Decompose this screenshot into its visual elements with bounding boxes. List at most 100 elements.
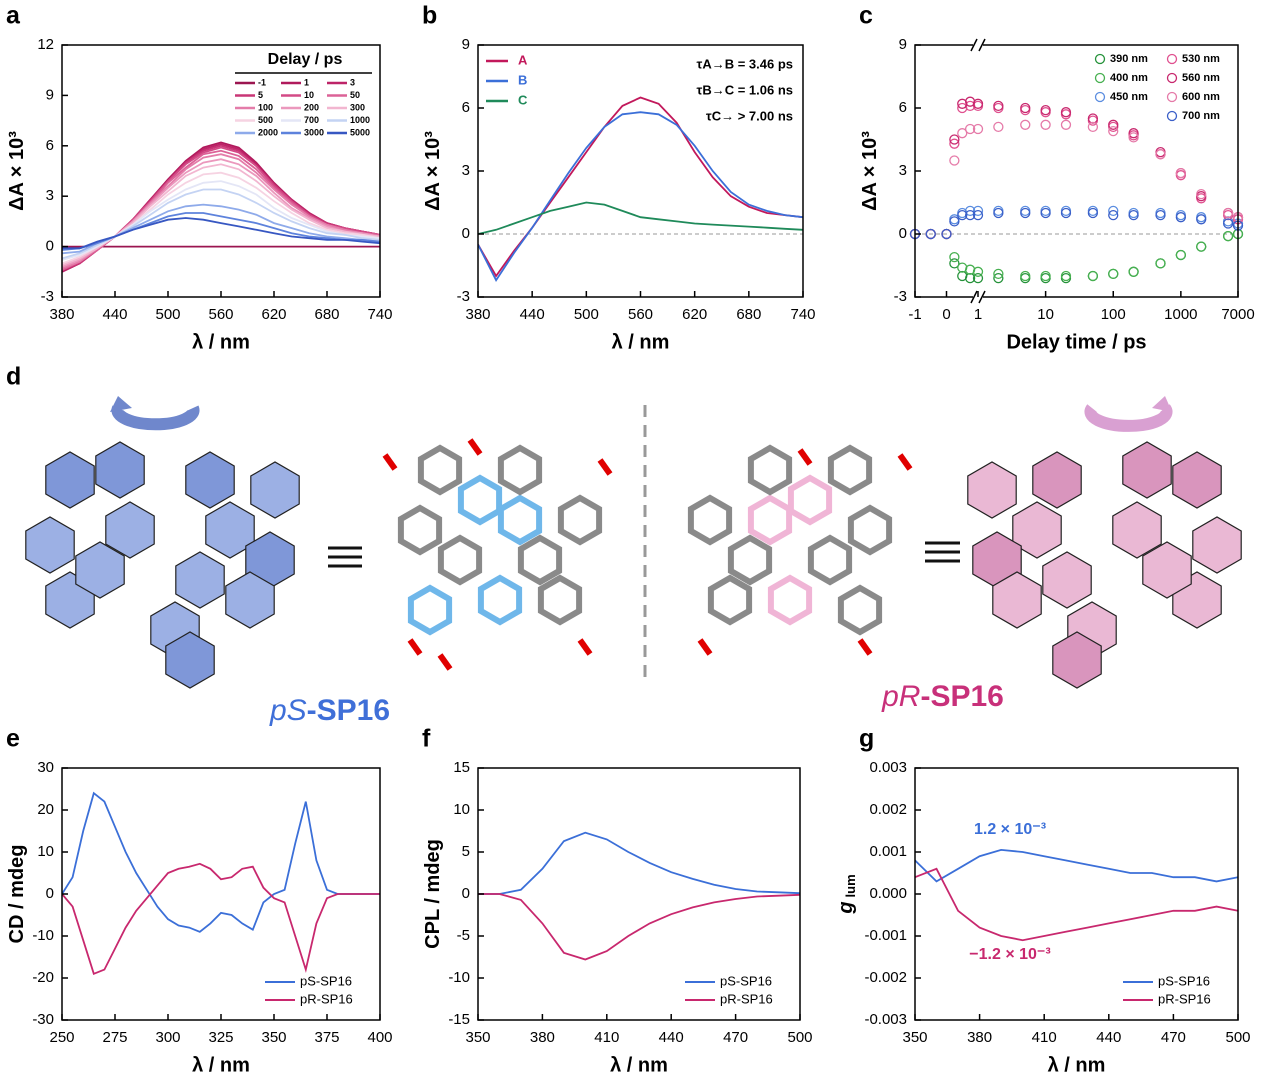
y-tick-label: 3 xyxy=(462,162,470,179)
y-tick-label: 6 xyxy=(899,99,907,116)
point xyxy=(1128,132,1139,143)
axis-break xyxy=(970,38,986,52)
point xyxy=(1020,205,1031,217)
point xyxy=(1060,109,1072,120)
point xyxy=(1175,167,1187,179)
molecule-panel: pS-SP16 pR-SP16 d xyxy=(6,363,1242,727)
x-tick-label: 10 xyxy=(1037,306,1054,323)
point xyxy=(1155,146,1166,158)
ring xyxy=(225,571,275,629)
panel-label: c xyxy=(859,2,873,30)
y-tick-label: -0.001 xyxy=(864,927,907,944)
point xyxy=(949,251,960,263)
legend-label: 1000 xyxy=(350,115,370,125)
y-tick-label: -3 xyxy=(894,288,907,305)
chart: e 250 275 300 325 350 375 400 -30 -20 -10 0 10 20 30 λ … xyxy=(6,725,393,1077)
x-tick-label: 740 xyxy=(367,306,392,323)
legend-label: 300 xyxy=(350,102,365,112)
point xyxy=(993,100,1004,112)
panel-label: f xyxy=(422,725,431,753)
point xyxy=(1060,205,1072,217)
ring xyxy=(1172,451,1222,509)
point xyxy=(964,209,976,221)
legend-label: B xyxy=(518,72,527,87)
point xyxy=(993,268,1004,280)
point xyxy=(993,121,1004,133)
y-tick-label: 10 xyxy=(37,843,54,860)
ring xyxy=(105,501,155,559)
y-axis-label-main: CD / mdeg xyxy=(6,845,28,944)
y-axis-label-main: ΔA × 10³ xyxy=(422,131,444,211)
ring xyxy=(1192,516,1242,574)
y-tick-label: 3 xyxy=(899,162,907,179)
point xyxy=(949,258,960,269)
legend-label: 50 xyxy=(350,90,360,100)
x-tick-label: 380 xyxy=(967,1029,992,1046)
chart: g 350 380 410 440 470 500 -0.003 -0.002 -0.001 0.0… xyxy=(835,725,1250,1077)
point xyxy=(1196,188,1207,200)
annotation: τA→B = 3.46 ps xyxy=(697,56,793,71)
x-tick-label: 620 xyxy=(261,306,286,323)
x-tick-label: 380 xyxy=(530,1029,555,1046)
ring xyxy=(75,541,125,599)
left-label-prefix: pS xyxy=(269,694,307,727)
y-tick-label: -0.002 xyxy=(864,969,907,986)
point xyxy=(964,205,976,217)
series-line xyxy=(62,149,380,271)
point xyxy=(957,262,968,273)
ring xyxy=(397,504,443,556)
y-axis-label: ΔA × 10³ xyxy=(6,131,28,211)
y-tick-label: 9 xyxy=(462,36,470,53)
point xyxy=(1155,258,1166,269)
ring xyxy=(837,584,883,636)
legend-label: pS-SP16 xyxy=(720,973,772,988)
point xyxy=(1196,214,1207,225)
x-tick-label: 500 xyxy=(787,1029,812,1046)
y-tick-label: -0.003 xyxy=(864,1011,907,1028)
y-axis-label: ΔA × 10³ xyxy=(859,131,881,211)
point xyxy=(1040,107,1051,118)
legend-label: 10 xyxy=(304,90,314,100)
ring xyxy=(1122,441,1172,499)
series-line xyxy=(478,111,803,282)
legend-marker xyxy=(1166,91,1178,103)
x-tick-label: 7000 xyxy=(1221,306,1254,323)
legend-label: 700 nm xyxy=(1182,110,1220,122)
x-tick-label: 350 xyxy=(465,1029,490,1046)
point xyxy=(1060,207,1072,219)
point xyxy=(1175,249,1187,261)
ring xyxy=(537,574,583,626)
series-line xyxy=(62,163,380,266)
point xyxy=(1040,272,1051,284)
point xyxy=(993,207,1004,219)
y-axis-label: CPL / mdeg xyxy=(422,839,444,949)
y-tick-label: 0.003 xyxy=(869,759,907,776)
point xyxy=(1060,270,1072,282)
point xyxy=(1108,119,1119,130)
point xyxy=(972,123,984,135)
x-tick-label: 350 xyxy=(902,1029,927,1046)
legend-label: 390 nm xyxy=(1110,53,1148,65)
series-line xyxy=(62,862,380,975)
x-tick-label: 680 xyxy=(736,306,761,323)
x-tick-label: 400 xyxy=(367,1029,392,1046)
y-tick-label: 12 xyxy=(37,36,54,53)
point xyxy=(1087,205,1099,217)
oxygen-bond xyxy=(407,638,423,656)
y-tick-label: -10 xyxy=(32,927,54,944)
ring xyxy=(1042,551,1092,609)
legend-label: 530 nm xyxy=(1182,53,1220,65)
point xyxy=(993,272,1004,284)
x-tick-label: 275 xyxy=(102,1029,127,1046)
equivalence-sign xyxy=(328,541,960,568)
legend-marker xyxy=(1166,110,1178,122)
y-tick-label: -15 xyxy=(448,1011,470,1028)
y-tick-label: 9 xyxy=(899,36,907,53)
panel-label: b xyxy=(422,2,437,30)
oxygen-bond xyxy=(597,458,613,476)
y-tick-label: 0 xyxy=(462,225,470,242)
point xyxy=(1060,107,1072,118)
point xyxy=(1128,128,1139,139)
point xyxy=(1155,149,1166,160)
panel-label: g xyxy=(859,725,874,753)
